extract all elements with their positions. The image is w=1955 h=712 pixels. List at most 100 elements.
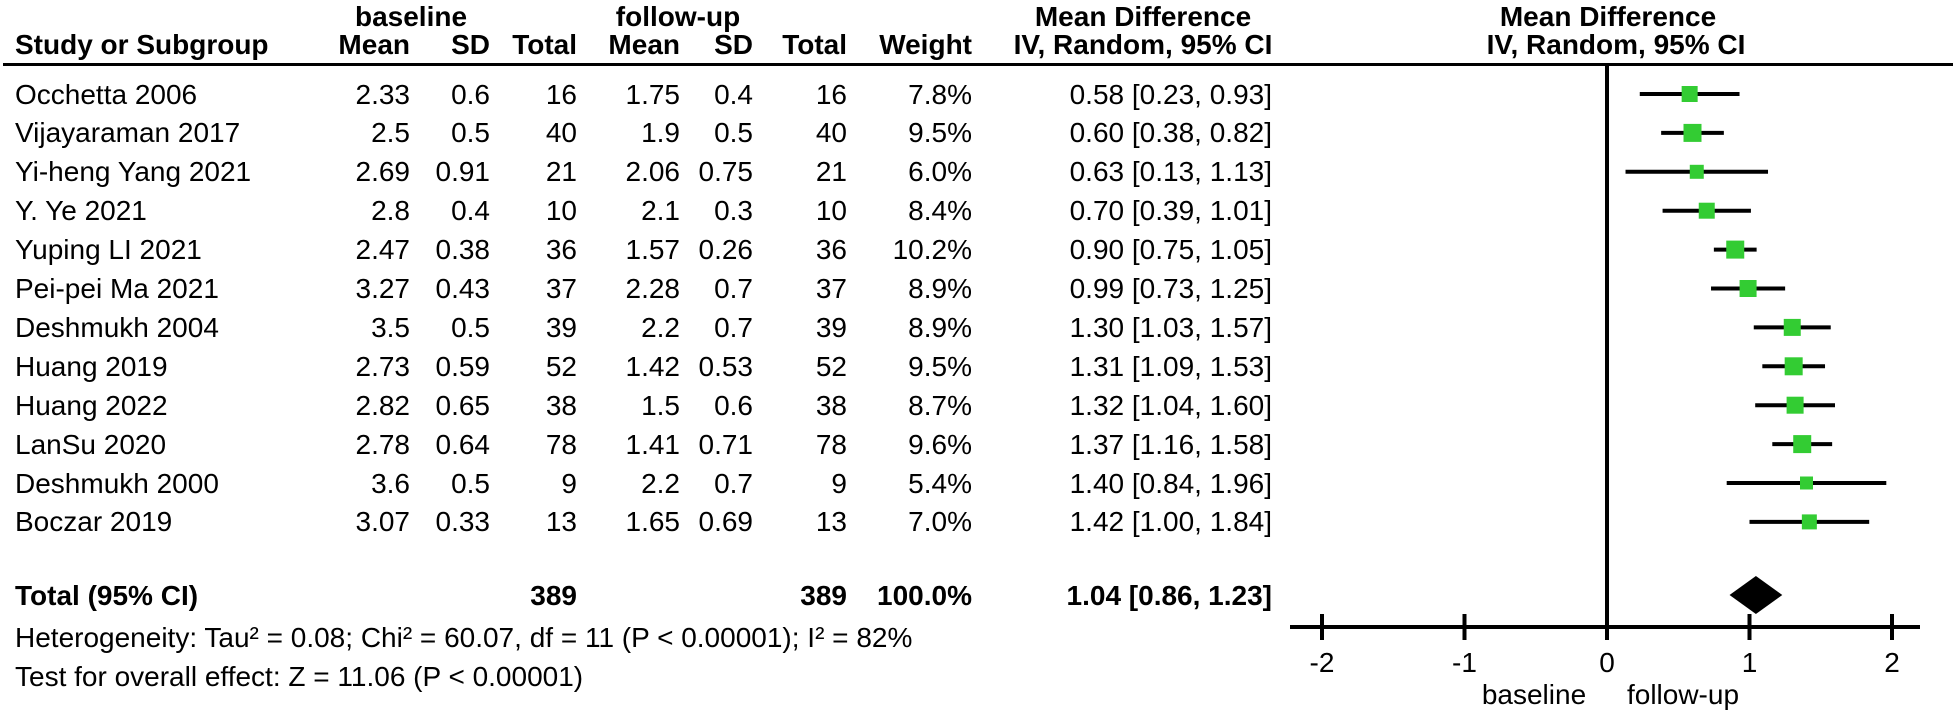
baseline-mean-value: 3.27 bbox=[355, 273, 411, 304]
study-name: Huang 2022 bbox=[15, 389, 168, 421]
baseline-mean-header: Mean bbox=[338, 29, 410, 60]
followup-total-value: 39 bbox=[815, 311, 847, 343]
followup-total-value: 36 bbox=[815, 234, 847, 266]
effect-marker bbox=[1689, 164, 1704, 179]
baseline-mean-value: 3.07 bbox=[355, 506, 411, 538]
baseline-total-value: 78 bbox=[545, 428, 577, 460]
study-row: Yi-heng Yang 2021 2.69 0.91 21 2.06 0.75… bbox=[0, 152, 1955, 191]
total-baseline-n: 389 bbox=[530, 580, 577, 611]
followup-total-value: 37 bbox=[815, 273, 847, 304]
baseline-sd-value: 0.5 bbox=[451, 311, 490, 343]
baseline-total-value: 13 bbox=[545, 506, 577, 538]
followup-sd-value: 0.7 bbox=[714, 467, 753, 499]
followup-sd-value: 0.7 bbox=[714, 311, 753, 343]
total-followup-n: 389 bbox=[800, 580, 847, 611]
followup-mean-value: 2.28 bbox=[625, 273, 681, 304]
ci-text: 0.58 [0.23, 0.93] bbox=[1069, 78, 1272, 110]
followup-mean-header: Mean bbox=[608, 29, 680, 60]
study-name: Vijayaraman 2017 bbox=[15, 117, 241, 149]
followup-mean-value: 1.42 bbox=[625, 350, 681, 382]
baseline-mean-value: 2.33 bbox=[355, 78, 411, 110]
weight-value: 8.7% bbox=[908, 389, 972, 421]
study-name: Huang 2019 bbox=[15, 350, 168, 382]
study-row: Deshmukh 2000 3.6 0.5 9 2.2 0.7 9 5.4% 1… bbox=[0, 464, 1955, 503]
tick-label: 2 bbox=[1884, 647, 1900, 678]
effect-marker bbox=[1784, 357, 1803, 376]
followup-mean-value: 2.1 bbox=[641, 195, 680, 227]
weight-value: 9.5% bbox=[908, 117, 972, 149]
weight-value: 8.9% bbox=[908, 311, 972, 343]
weight-value: 8.9% bbox=[908, 273, 972, 304]
followup-mean-value: 1.65 bbox=[625, 506, 681, 538]
axis-caption-follow-up: follow-up bbox=[1627, 679, 1739, 710]
baseline-total-value: 37 bbox=[545, 273, 577, 304]
ci-text: 1.40 [0.84, 1.96] bbox=[1069, 467, 1272, 499]
total-row: Total (95% CI) 389 389 100.0% 1.04 [0.86… bbox=[0, 576, 1955, 615]
followup-total-header: Total bbox=[782, 29, 847, 60]
overall-effect-row: Test for overall effect: Z = 11.06 (P < … bbox=[0, 657, 1955, 696]
baseline-sd-value: 0.59 bbox=[435, 350, 491, 382]
baseline-mean-value: 2.73 bbox=[355, 350, 411, 382]
tick-label: 1 bbox=[1742, 647, 1758, 678]
followup-total-value: 78 bbox=[815, 428, 847, 460]
effect-marker bbox=[1801, 514, 1817, 530]
ci-text: 0.90 [0.75, 1.05] bbox=[1069, 234, 1272, 266]
followup-sd-value: 0.69 bbox=[698, 506, 754, 538]
followup-sd-value: 0.6 bbox=[714, 389, 753, 421]
baseline-mean-value: 2.47 bbox=[355, 234, 411, 266]
summary-diamond bbox=[1729, 576, 1783, 614]
weight-value: 9.5% bbox=[908, 350, 972, 382]
weight-value: 10.2% bbox=[892, 234, 972, 266]
baseline-sd-value: 0.33 bbox=[435, 506, 491, 538]
followup-total-value: 38 bbox=[815, 389, 847, 421]
ci-text: 0.70 [0.39, 1.01] bbox=[1069, 195, 1272, 227]
ci-text: 1.30 [1.03, 1.57] bbox=[1069, 311, 1272, 343]
baseline-total-value: 16 bbox=[545, 78, 577, 110]
study-row: Y. Ye 2021 2.8 0.4 10 2.1 0.3 10 8.4% 0.… bbox=[0, 191, 1955, 230]
followup-mean-value: 2.06 bbox=[625, 156, 681, 188]
baseline-mean-value: 2.69 bbox=[355, 156, 411, 188]
overall-effect-text: Test for overall effect: Z = 11.06 (P < … bbox=[15, 661, 584, 692]
md-method-text-col: IV, Random, 95% CI bbox=[1013, 29, 1273, 60]
followup-sd-value: 0.3 bbox=[714, 195, 753, 227]
baseline-mean-value: 3.6 bbox=[371, 467, 410, 499]
weight-value: 9.6% bbox=[908, 428, 972, 460]
ci-text: 1.31 [1.09, 1.53] bbox=[1069, 350, 1272, 382]
heterogeneity-text: Heterogeneity: Tau² = 0.08; Chi² = 60.07… bbox=[15, 622, 913, 653]
followup-mean-value: 1.75 bbox=[625, 78, 681, 110]
baseline-total-value: 36 bbox=[545, 234, 577, 266]
study-name: Y. Ye 2021 bbox=[15, 195, 147, 227]
study-name: Boczar 2019 bbox=[15, 506, 173, 538]
followup-total-value: 13 bbox=[815, 506, 847, 538]
ci-text: 0.63 [0.13, 1.13] bbox=[1069, 156, 1272, 188]
study-row: Vijayaraman 2017 2.5 0.5 40 1.9 0.5 40 9… bbox=[0, 113, 1955, 152]
ci-text: 1.37 [1.16, 1.58] bbox=[1069, 428, 1272, 460]
baseline-sd-value: 0.43 bbox=[435, 273, 491, 304]
effect-marker bbox=[1681, 86, 1698, 102]
header-divider bbox=[3, 63, 1953, 66]
study-row: Occhetta 2006 2.33 0.6 16 1.75 0.4 16 7.… bbox=[0, 75, 1955, 114]
study-row: Deshmukh 2004 3.5 0.5 39 2.2 0.7 39 8.9%… bbox=[0, 308, 1955, 347]
followup-total-value: 21 bbox=[815, 156, 847, 188]
baseline-mean-value: 2.82 bbox=[355, 389, 411, 421]
followup-mean-value: 1.41 bbox=[625, 428, 681, 460]
study-name: LanSu 2020 bbox=[15, 428, 167, 460]
weight-value: 6.0% bbox=[908, 156, 972, 188]
total-weight: 100.0% bbox=[877, 580, 972, 611]
followup-sd-value: 0.7 bbox=[714, 273, 753, 304]
md-title-text-col: Mean Difference bbox=[1034, 1, 1252, 32]
followup-mean-value: 2.2 bbox=[641, 467, 680, 499]
baseline-total-value: 10 bbox=[545, 195, 577, 227]
weight-value: 7.0% bbox=[908, 506, 972, 538]
baseline-total-header: Total bbox=[512, 29, 577, 60]
group1-header: baseline bbox=[354, 1, 468, 32]
followup-mean-value: 1.9 bbox=[641, 117, 680, 149]
effect-marker bbox=[1793, 435, 1812, 454]
study-name: Yuping LI 2021 bbox=[15, 234, 202, 266]
effect-marker bbox=[1698, 202, 1715, 219]
axis-caption-baseline: baseline bbox=[1482, 679, 1586, 710]
followup-total-value: 40 bbox=[815, 117, 847, 149]
followup-mean-value: 1.5 bbox=[641, 389, 680, 421]
baseline-sd-value: 0.64 bbox=[435, 428, 491, 460]
baseline-total-value: 9 bbox=[561, 467, 577, 499]
